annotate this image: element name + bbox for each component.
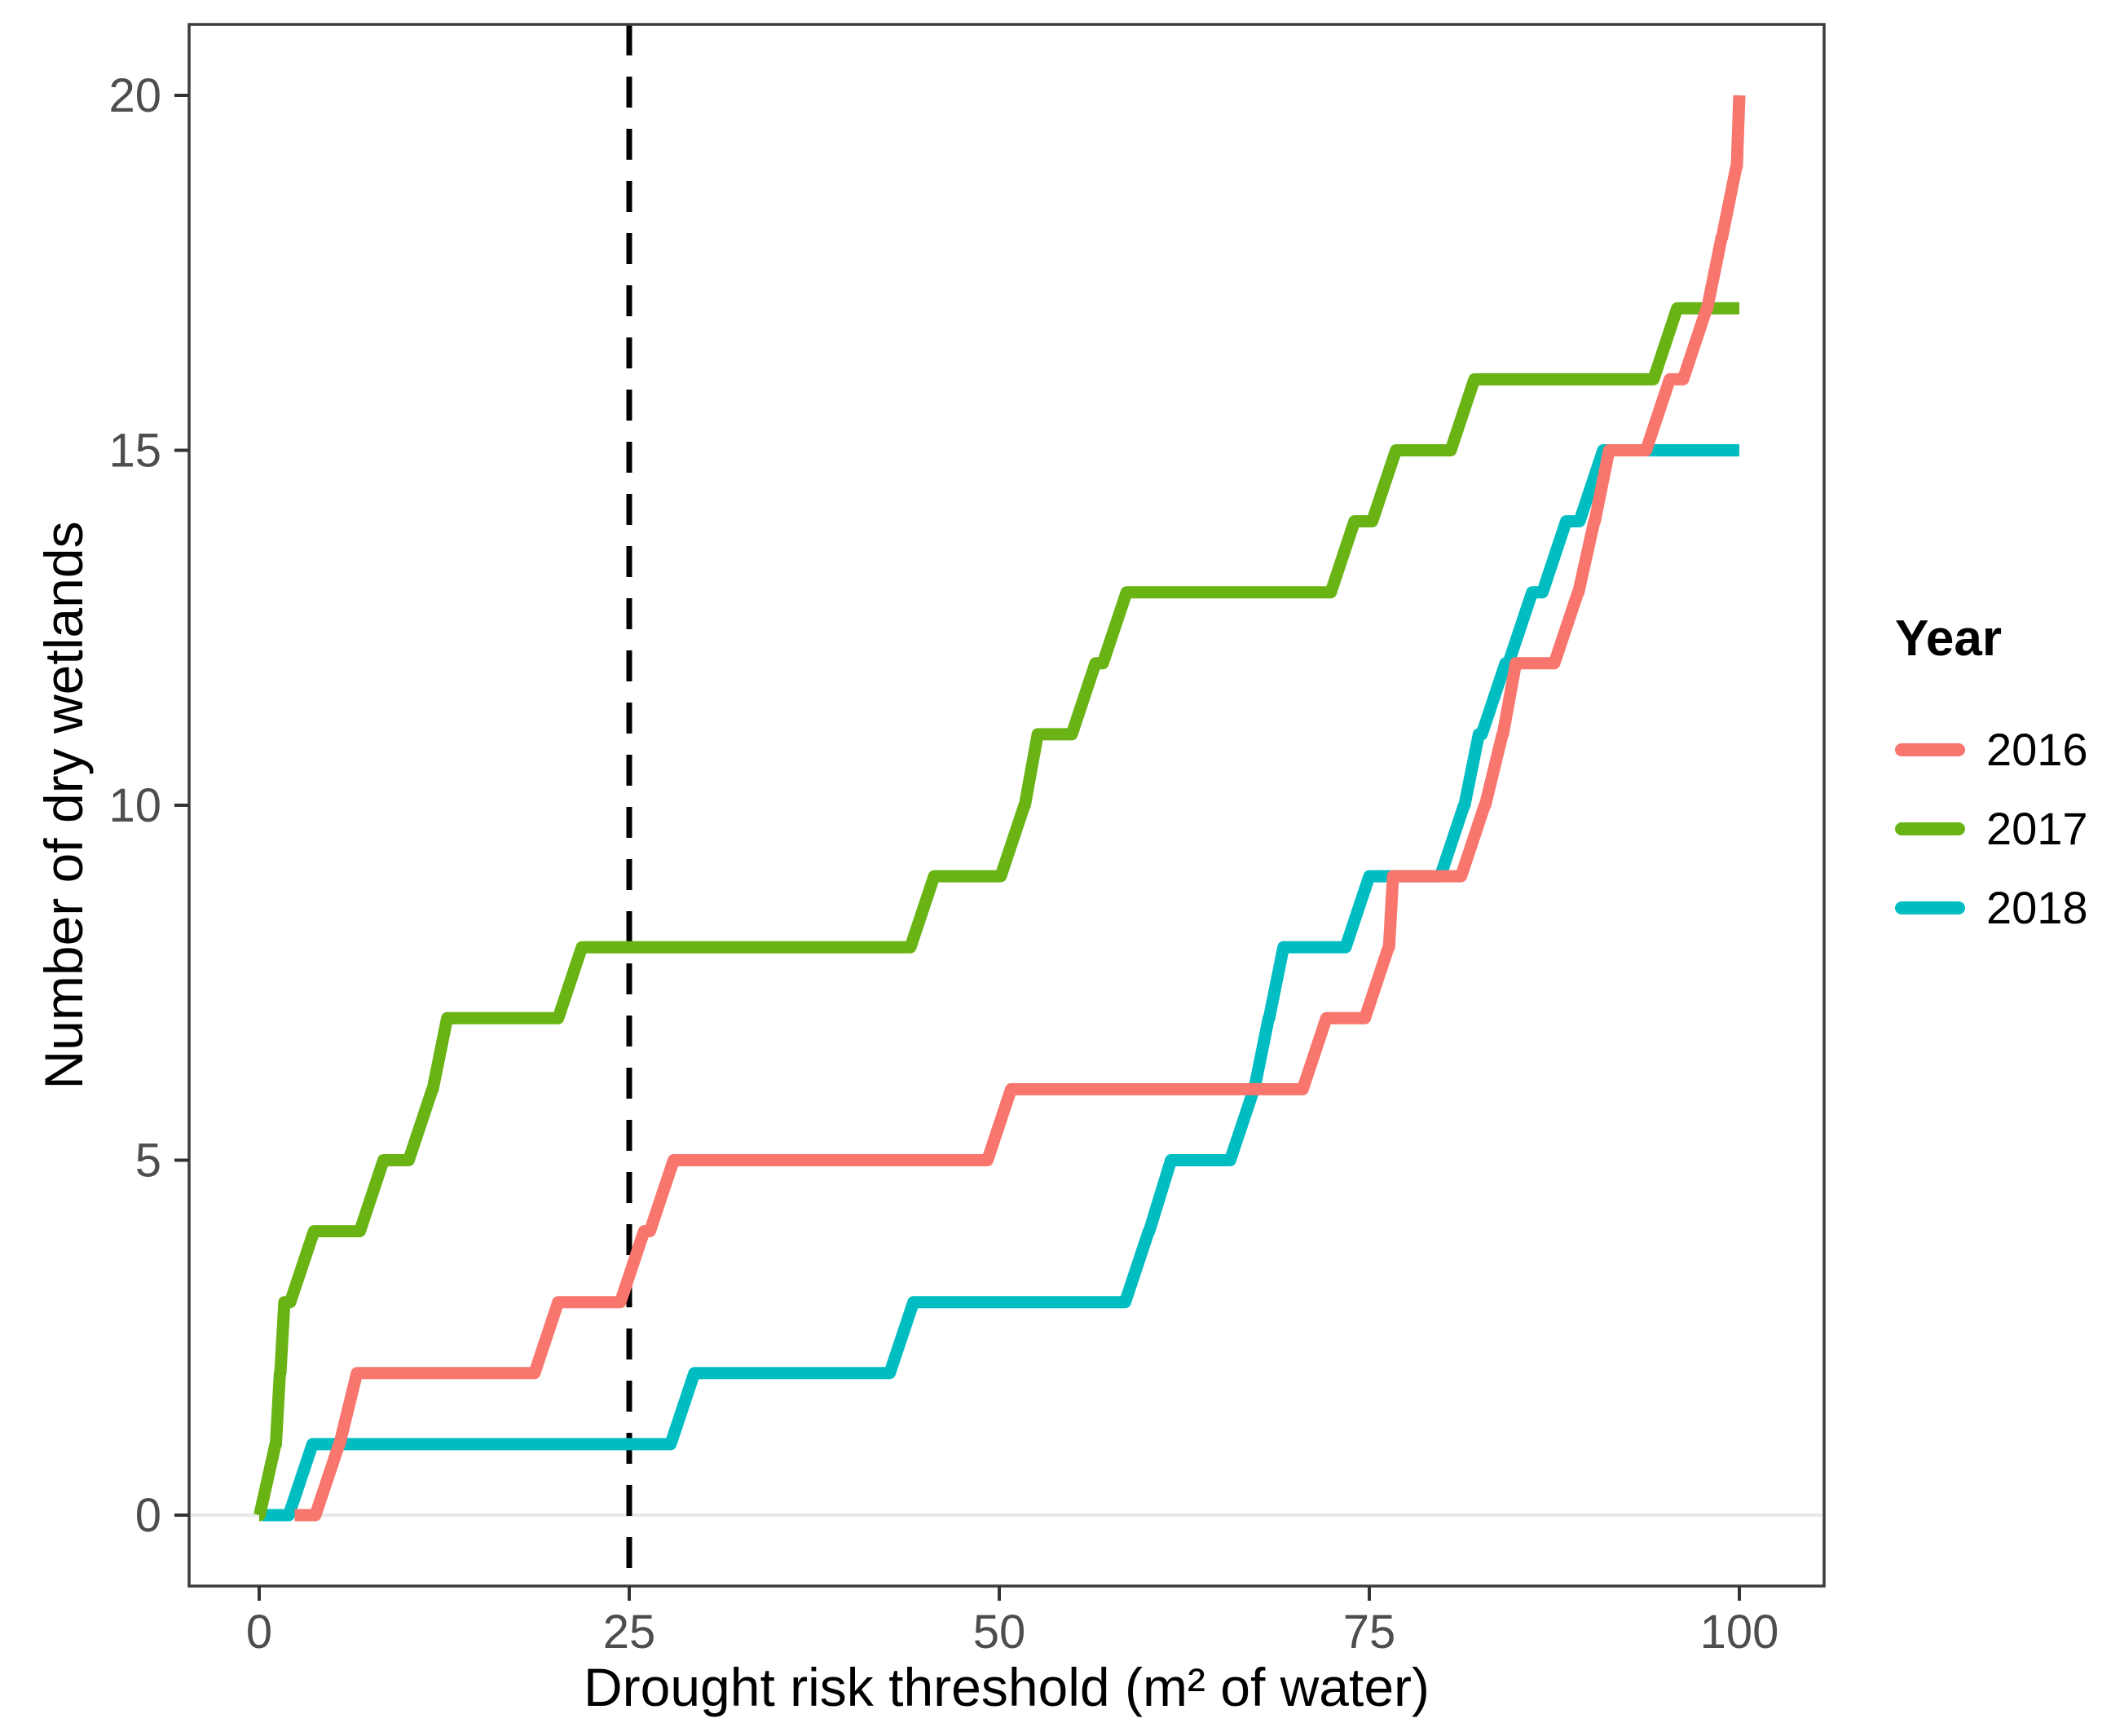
y-tick-label: 5 [135, 1135, 161, 1187]
x-tick-label: 75 [1343, 1606, 1396, 1659]
legend-entries: 2016 2017 2018 [1895, 710, 2107, 947]
series-2016-line [294, 95, 1746, 1522]
series-2018-line [262, 444, 1739, 1522]
y-tick-label: 10 [108, 779, 161, 832]
series-2017-line [253, 302, 1739, 1522]
x-tick-label: 50 [973, 1606, 1026, 1659]
legend-label-2016: 2016 [1986, 724, 2088, 775]
x-tick-label: 0 [246, 1606, 272, 1659]
legend-entry-2017: 2017 [1895, 789, 2107, 868]
y-tick-label: 15 [108, 425, 161, 478]
legend-entry-2018: 2018 [1895, 868, 2107, 947]
x-tick-label: 25 [603, 1606, 656, 1659]
y-axis-title: Number of dry wetlands [33, 521, 94, 1090]
legend-key-2016 [1895, 742, 1965, 756]
panel-border [187, 23, 1826, 1588]
legend-entry-2016: 2016 [1895, 710, 2107, 789]
x-axis-title: Drought risk threshold (m² of water) [584, 1657, 1430, 1717]
legend-label-2018: 2018 [1986, 882, 2088, 933]
y-tick-label: 20 [108, 69, 161, 122]
legend-label-2017: 2017 [1986, 803, 2088, 854]
legend-title: Year [1895, 610, 2003, 667]
legend-key-2018 [1895, 901, 1965, 914]
legend-key-2017 [1895, 822, 1965, 835]
y-tick-label: 0 [135, 1489, 161, 1542]
x-tick-label: 100 [1700, 1606, 1779, 1659]
legend: Year 2016 2017 2018 [1895, 610, 2107, 947]
